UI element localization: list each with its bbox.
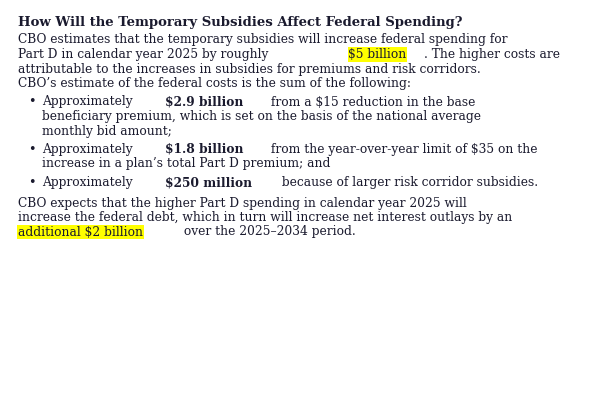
Text: monthly bid amount;: monthly bid amount; <box>42 124 172 138</box>
Text: $2.9 billion: $2.9 billion <box>165 95 243 109</box>
Text: attributable to the increases in subsidies for premiums and risk corridors.: attributable to the increases in subsidi… <box>18 63 481 75</box>
Text: increase in a plan’s total Part D premium; and: increase in a plan’s total Part D premiu… <box>42 158 330 170</box>
Text: Approximately: Approximately <box>42 143 137 156</box>
Text: •: • <box>28 176 36 189</box>
Text: $5 billion: $5 billion <box>348 48 406 61</box>
Text: Approximately: Approximately <box>42 176 137 189</box>
Text: because of larger risk corridor subsidies.: because of larger risk corridor subsidie… <box>278 176 538 189</box>
Text: beneficiary premium, which is set on the basis of the national average: beneficiary premium, which is set on the… <box>42 110 481 123</box>
Text: $1.8 billion: $1.8 billion <box>165 143 243 156</box>
Text: CBO estimates that the temporary subsidies will increase federal spending for: CBO estimates that the temporary subsidi… <box>18 34 508 47</box>
Text: from a $15 reduction in the base: from a $15 reduction in the base <box>267 95 475 109</box>
Text: Approximately: Approximately <box>42 95 137 109</box>
Text: Part D in calendar year 2025 by roughly: Part D in calendar year 2025 by roughly <box>18 48 272 61</box>
Text: $250 million: $250 million <box>165 176 252 189</box>
Text: . The higher costs are: . The higher costs are <box>424 48 560 61</box>
Text: additional $2 billion: additional $2 billion <box>18 225 143 239</box>
Text: How Will the Temporary Subsidies Affect Federal Spending?: How Will the Temporary Subsidies Affect … <box>18 16 462 29</box>
Text: increase the federal debt, which in turn will increase net interest outlays by a: increase the federal debt, which in turn… <box>18 211 512 224</box>
Text: from the year-over-year limit of $35 on the: from the year-over-year limit of $35 on … <box>267 143 537 156</box>
Text: CBO expects that the higher Part D spending in calendar year 2025 will: CBO expects that the higher Part D spend… <box>18 196 466 209</box>
Text: •: • <box>28 95 36 109</box>
Text: •: • <box>28 143 36 156</box>
Text: over the 2025–2034 period.: over the 2025–2034 period. <box>180 225 356 239</box>
Text: CBO’s estimate of the federal costs is the sum of the following:: CBO’s estimate of the federal costs is t… <box>18 77 411 90</box>
